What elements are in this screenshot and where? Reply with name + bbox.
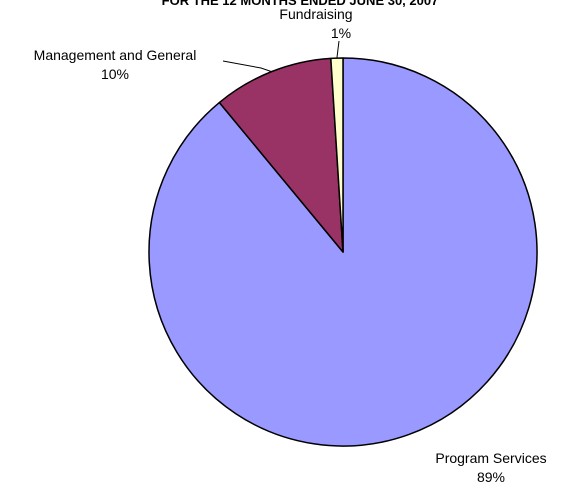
slice-label-management-and-general-name: Management and General bbox=[34, 47, 197, 63]
leader-line-fundraising bbox=[336, 40, 340, 59]
slice-label-fundraising: Fundraising 1% bbox=[279, 6, 352, 41]
slice-label-management-and-general: Management and General 10% bbox=[34, 47, 197, 82]
slice-label-fundraising-percent: 1% bbox=[331, 25, 351, 41]
slice-label-management-and-general-percent: 10% bbox=[101, 66, 129, 82]
slice-label-program-services-name: Program Services bbox=[435, 450, 546, 466]
slice-label-program-services-percent: 89% bbox=[477, 469, 505, 485]
slice-label-fundraising-name: Fundraising bbox=[279, 6, 352, 22]
chart-title: FOR THE 12 MONTHS ENDED JUNE 30, 2007 bbox=[162, 0, 439, 8]
slice-label-program-services: Program Services 89% bbox=[435, 450, 546, 485]
leader-line-management-and-general bbox=[222, 60, 272, 73]
pie-slice-management-and-general bbox=[218, 57, 344, 253]
